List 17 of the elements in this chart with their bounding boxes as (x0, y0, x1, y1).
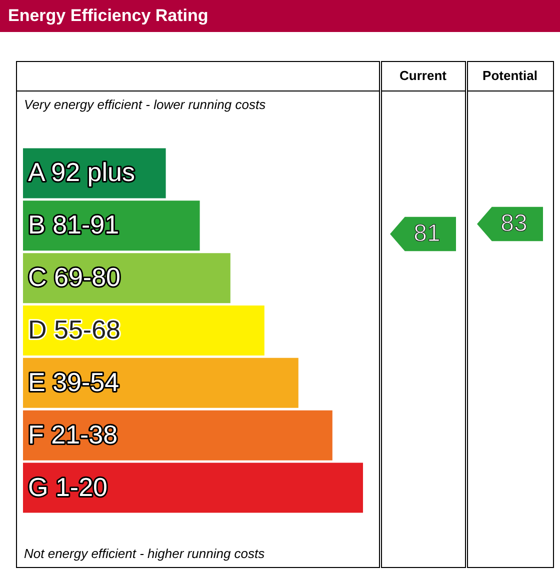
y-tick-label: E 39-54 (28, 366, 120, 397)
text: 81 (414, 220, 440, 247)
text: Current (400, 68, 448, 83)
text: Very energy efficient - lower running costs (24, 97, 266, 112)
text: Potential (482, 68, 538, 83)
bar (23, 358, 298, 408)
y-tick-label: G 1-20 (28, 472, 108, 502)
y-tick-label: B 81-91 (28, 210, 120, 240)
chart-title: Energy Efficiency Rating (0, 0, 560, 32)
bar (23, 410, 332, 460)
bar (23, 462, 363, 513)
y-tick-label: C 69-80 (28, 262, 120, 292)
text: Not energy efficient - higher running costs (24, 546, 266, 561)
y-tick-label: D 55-68 (28, 314, 120, 344)
y-tick-label: A 92 plus (28, 157, 135, 188)
text: 83 (500, 210, 528, 237)
y-tick-label: F 21-38 (28, 419, 118, 450)
